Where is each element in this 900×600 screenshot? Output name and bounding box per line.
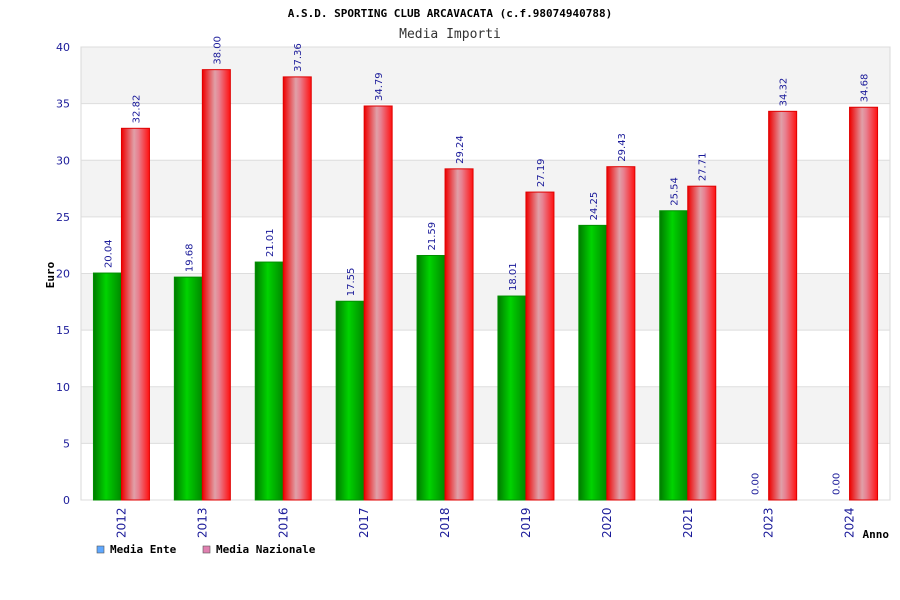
y-tick-label: 35 bbox=[56, 98, 70, 111]
data-label: 34.79 bbox=[374, 72, 385, 101]
x-tick-label: 2019 bbox=[519, 507, 533, 538]
y-tick-label: 40 bbox=[56, 41, 70, 54]
legend: Media Ente Media Nazionale bbox=[96, 543, 316, 556]
y-axis-ticks: 0 5 10 15 20 25 30 35 40 bbox=[56, 41, 70, 507]
legend-label: Media Ente bbox=[110, 543, 177, 556]
bar-media-ente bbox=[416, 254, 446, 501]
bar-media-nazionale bbox=[282, 76, 312, 501]
y-tick-label: 0 bbox=[63, 494, 70, 507]
x-tick-label: 2012 bbox=[114, 507, 128, 538]
chart-title: A.S.D. SPORTING CLUB ARCAVACATA (c.f.980… bbox=[288, 7, 613, 20]
bars bbox=[92, 69, 879, 501]
bar-media-ente bbox=[659, 210, 689, 501]
data-label: 27.19 bbox=[536, 158, 547, 187]
bar-media-ente bbox=[254, 261, 284, 501]
data-label: 24.25 bbox=[589, 192, 600, 221]
data-label: 21.59 bbox=[427, 222, 438, 251]
x-tick-label: 2020 bbox=[600, 507, 614, 538]
chart-subtitle: Media Importi bbox=[399, 27, 501, 42]
y-tick-label: 25 bbox=[56, 211, 70, 224]
data-label: 17.55 bbox=[346, 268, 357, 297]
y-tick-label: 5 bbox=[63, 437, 70, 450]
data-label: 34.32 bbox=[779, 78, 790, 107]
data-label: 38.00 bbox=[212, 36, 223, 65]
y-axis-label: Euro bbox=[44, 261, 57, 288]
legend-swatch bbox=[202, 545, 211, 554]
bar-media-nazionale bbox=[525, 191, 555, 501]
data-label: 0.00 bbox=[751, 473, 762, 495]
data-label: 0.00 bbox=[832, 473, 843, 495]
bar-media-nazionale bbox=[849, 106, 879, 501]
bar-media-ente bbox=[578, 224, 608, 501]
x-tick-label: 2023 bbox=[762, 507, 776, 538]
value-labels: 20.04 32.82 19.68 38.00 21.01 37.36 17.55 34.79… bbox=[103, 36, 870, 495]
x-axis-ticks: 2012 2013 2016 2017 2018 2019 2020 2021 2023 2024 bbox=[114, 507, 856, 538]
y-tick-label: 15 bbox=[56, 324, 70, 337]
bar-media-nazionale bbox=[201, 69, 231, 501]
bar-media-ente bbox=[173, 276, 203, 501]
data-label: 18.01 bbox=[508, 262, 519, 291]
bar-media-ente bbox=[92, 272, 122, 501]
data-label: 25.54 bbox=[670, 177, 681, 206]
x-tick-label: 2024 bbox=[843, 507, 857, 538]
bar-media-nazionale bbox=[120, 127, 150, 501]
bar-media-nazionale bbox=[768, 110, 798, 501]
x-tick-label: 2017 bbox=[357, 507, 371, 538]
data-label: 29.43 bbox=[617, 133, 628, 162]
x-tick-label: 2018 bbox=[438, 507, 452, 538]
y-tick-label: 30 bbox=[56, 154, 70, 167]
y-tick-label: 20 bbox=[56, 268, 70, 281]
bar-media-nazionale bbox=[687, 185, 717, 501]
data-label: 27.71 bbox=[698, 153, 709, 182]
x-axis-label: Anno bbox=[863, 528, 890, 541]
x-tick-label: 2016 bbox=[276, 507, 290, 538]
data-label: 32.82 bbox=[131, 95, 142, 124]
legend-label: Media Nazionale bbox=[216, 543, 316, 556]
data-label: 19.68 bbox=[184, 243, 195, 272]
data-label: 29.24 bbox=[455, 135, 466, 164]
bar-media-ente bbox=[497, 295, 527, 501]
data-label: 20.04 bbox=[103, 239, 114, 268]
data-label: 37.36 bbox=[293, 43, 304, 72]
data-label: 21.01 bbox=[265, 228, 276, 257]
x-tick-label: 2021 bbox=[681, 507, 695, 538]
bar-media-nazionale bbox=[606, 166, 636, 501]
bar-media-nazionale bbox=[444, 168, 474, 501]
data-label: 34.68 bbox=[860, 74, 871, 103]
bar-media-nazionale bbox=[363, 105, 393, 501]
legend-swatch bbox=[96, 545, 105, 554]
bar-media-ente bbox=[335, 300, 365, 501]
y-tick-label: 10 bbox=[56, 381, 70, 394]
x-tick-label: 2013 bbox=[195, 507, 209, 538]
